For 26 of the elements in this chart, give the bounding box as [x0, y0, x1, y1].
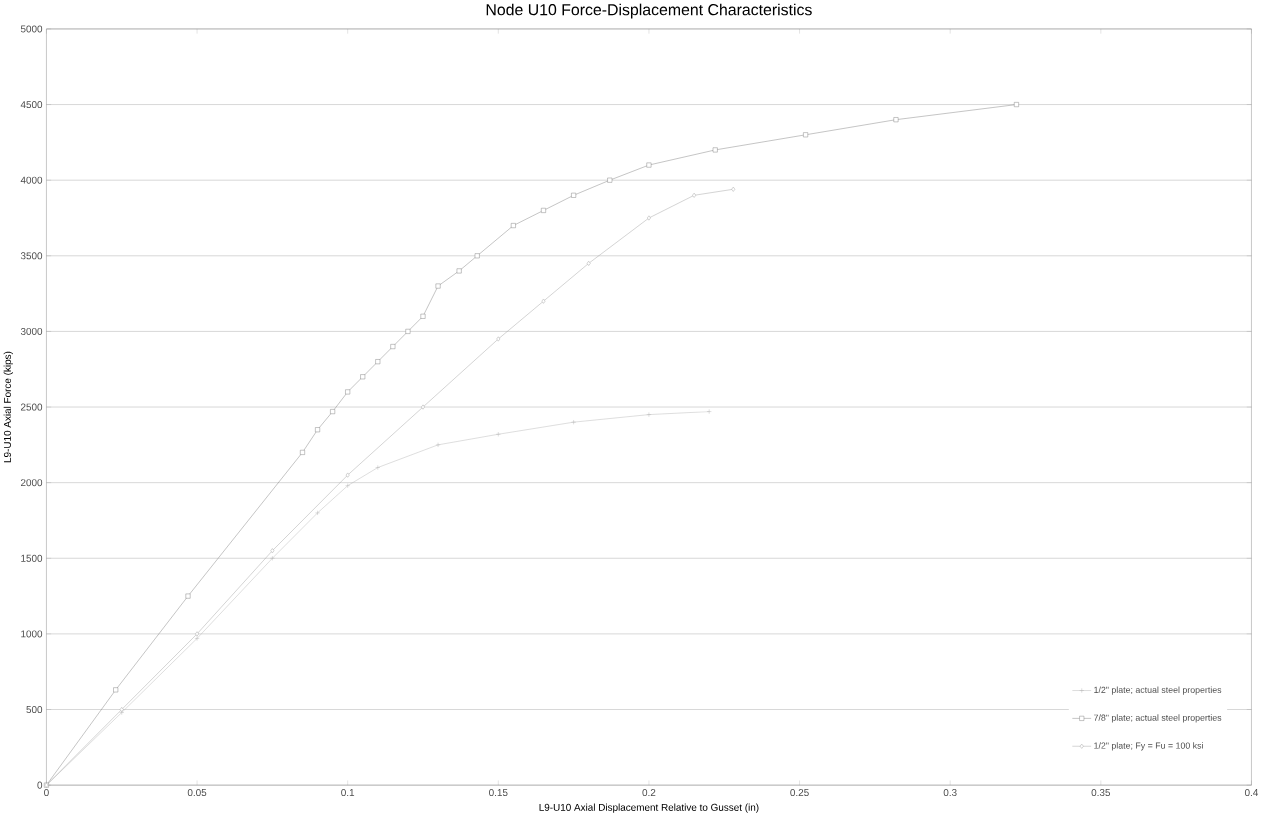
- x-tick-label: 0.2: [642, 789, 656, 797]
- y-tick-label: 5000: [20, 25, 43, 33]
- legend-label: 7/8" plate; actual steel properties: [1094, 714, 1222, 723]
- y-tick-label: 3500: [20, 252, 43, 260]
- y-tick-label: 500: [26, 706, 43, 714]
- x-tick-label: 0.15: [489, 789, 508, 797]
- y-tick-label: 2000: [20, 479, 43, 487]
- chart-title: Node U10 Force-Displacement Characteristics: [486, 3, 812, 19]
- x-tick-label: 0.3: [943, 789, 957, 797]
- x-tick-label: 0: [44, 789, 49, 797]
- x-tick-label: 0.05: [187, 789, 207, 797]
- legend-label: 1/2" plate; actual steel properties: [1094, 686, 1222, 695]
- y-tick-label: 1000: [21, 630, 43, 638]
- y-tick-label: 1500: [21, 554, 43, 563]
- legend-label: 1/2" plate; Fy = Fu = 100 ksi: [1094, 742, 1203, 751]
- y-axis-title: L9-U10 Axial Force (kips): [3, 351, 13, 463]
- y-tick-label: 0: [37, 781, 43, 789]
- x-tick-label: 0.1: [341, 789, 355, 797]
- x-tick-label: 0.4: [1244, 789, 1259, 797]
- x-tick-label: 0.35: [1091, 789, 1111, 797]
- y-tick-label: 4500: [20, 101, 43, 109]
- y-tick-label: 2500: [20, 403, 43, 411]
- x-tick-label: 0.25: [790, 789, 809, 797]
- y-tick-label: 4000: [20, 176, 43, 184]
- y-tick-label: 3000: [20, 328, 43, 336]
- x-axis-title: L9-U10 Axial Displacement Relative to Gusset (in): [539, 803, 759, 814]
